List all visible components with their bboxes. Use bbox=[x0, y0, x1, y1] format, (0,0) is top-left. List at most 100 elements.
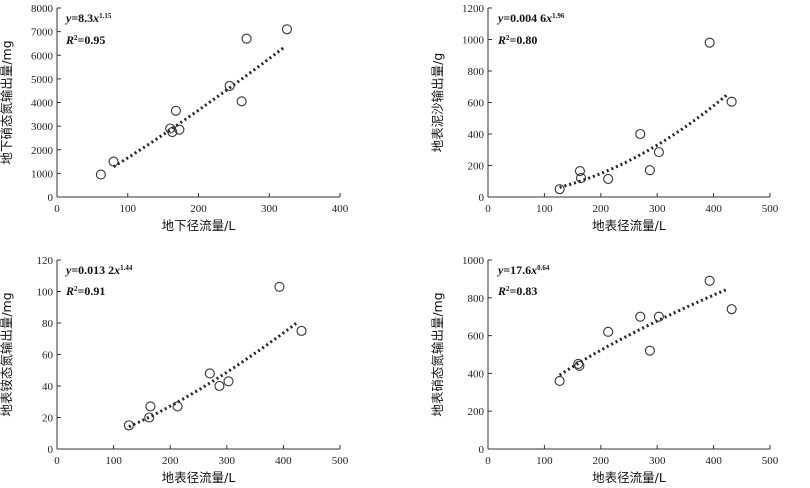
chart-panel-1: 0 100 200 300 400010002000300040005000600070… bbox=[0, 3, 349, 233]
trend-line bbox=[128, 321, 299, 429]
x-tick-label: 100 bbox=[536, 455, 553, 467]
y-axis-title: 地下硝态氮输出量/mg bbox=[0, 40, 14, 164]
data-point bbox=[204, 368, 215, 379]
data-point bbox=[644, 345, 655, 356]
data-point bbox=[554, 375, 565, 387]
data-point bbox=[603, 173, 614, 184]
chart-panel-4: 0 100 200 300 400 500 0 200 400 600 800 1000 y=17.6x… bbox=[430, 255, 779, 485]
y-tick-label: 400 bbox=[468, 129, 485, 141]
data-point bbox=[274, 281, 285, 292]
x-tick-label: 100 bbox=[120, 203, 137, 215]
y-tick-label: 600 bbox=[468, 98, 485, 110]
equation-label: y=0.004 6x1.96 bbox=[496, 11, 565, 25]
data-point bbox=[172, 401, 183, 412]
r-squared-label: R2=0.80 bbox=[497, 33, 537, 47]
y-tick-label: 5000 bbox=[31, 74, 54, 86]
data-point bbox=[214, 380, 225, 392]
x-tick-label: 400 bbox=[275, 455, 292, 467]
x-tick-label: 300 bbox=[649, 455, 666, 467]
x-tick-label: 300 bbox=[219, 455, 236, 467]
data-point bbox=[236, 96, 247, 107]
x-tick-label: 200 bbox=[190, 203, 207, 215]
y-tick-label: 1000 bbox=[462, 255, 485, 267]
x-axis-title: 地表径流量/L bbox=[592, 218, 666, 233]
y-tick-label: 1000 bbox=[462, 35, 485, 47]
y-axis-title: 地表硝态氮输出量/mg bbox=[430, 292, 445, 416]
y-tick-label: 60 bbox=[42, 350, 54, 362]
x-axis-title: 地表径流量/L bbox=[162, 470, 236, 485]
data-point bbox=[108, 156, 119, 167]
y-tick-label: 120 bbox=[37, 255, 54, 267]
x-tick-label: 0 bbox=[485, 203, 491, 215]
data-point bbox=[635, 311, 646, 322]
y-tick-label: 0 bbox=[479, 444, 485, 456]
r-squared-label: R2=0.95 bbox=[65, 33, 105, 47]
x-tick-label: 500 bbox=[332, 455, 349, 467]
y-tick-label: 2000 bbox=[31, 145, 54, 157]
data-point bbox=[573, 358, 584, 370]
x-tick-label: 300 bbox=[649, 203, 666, 215]
chart-panel-2: 0 100 200 300 400 500 0 200 400 600 800 1000 1200 y=0… bbox=[430, 3, 779, 233]
data-point bbox=[653, 147, 664, 158]
trend-line bbox=[112, 46, 285, 168]
y-axis-title: 地表铵态氮输出量/mg bbox=[0, 292, 14, 416]
x-tick-label: 0 bbox=[485, 455, 491, 467]
y-tick-label: 0 bbox=[48, 444, 54, 456]
data-point bbox=[241, 33, 252, 44]
x-tick-label: 200 bbox=[593, 203, 610, 215]
x-tick-label: 500 bbox=[762, 203, 779, 215]
equation-label: y=17.6x0.64 bbox=[496, 263, 550, 277]
y-tick-label: 7000 bbox=[31, 27, 54, 39]
x-tick-label: 200 bbox=[593, 455, 610, 467]
y-tick-label: 20 bbox=[42, 413, 54, 425]
data-point bbox=[170, 105, 181, 116]
x-tick-label: 400 bbox=[705, 203, 722, 215]
y-axis-title: 地表泥沙输出量/g bbox=[430, 53, 445, 153]
y-tick-label: 800 bbox=[468, 293, 485, 305]
y-tick-label: 200 bbox=[468, 406, 485, 418]
y-tick-label: 800 bbox=[468, 66, 485, 78]
x-tick-label: 400 bbox=[332, 203, 349, 215]
data-point bbox=[574, 360, 585, 371]
x-tick-label: 100 bbox=[536, 203, 553, 215]
y-tick-label: 4000 bbox=[31, 98, 54, 110]
y-tick-label: 40 bbox=[42, 381, 54, 393]
data-point bbox=[704, 37, 715, 48]
data-point bbox=[144, 412, 155, 423]
r-squared-label: R2=0.83 bbox=[497, 284, 537, 298]
data-point bbox=[165, 123, 176, 134]
x-tick-label: 0 bbox=[54, 203, 60, 215]
y-tick-label: 600 bbox=[468, 331, 485, 343]
data-point bbox=[635, 128, 646, 140]
r-squared-label: R2=0.91 bbox=[65, 284, 105, 298]
y-tick-label: 8000 bbox=[31, 3, 54, 15]
data-point bbox=[576, 173, 587, 184]
y-tick-label: 6000 bbox=[31, 50, 54, 62]
data-point bbox=[603, 326, 614, 337]
data-point bbox=[704, 275, 715, 286]
x-tick-label: 400 bbox=[705, 455, 722, 467]
trend-line bbox=[558, 287, 729, 377]
y-tick-label: 80 bbox=[42, 318, 54, 330]
x-tick-label: 0 bbox=[54, 455, 60, 467]
data-point bbox=[644, 165, 655, 176]
data-point bbox=[145, 401, 156, 412]
y-tick-label: 3000 bbox=[31, 121, 54, 133]
x-tick-label: 300 bbox=[261, 203, 278, 215]
y-tick-label: 0 bbox=[479, 192, 485, 204]
x-axis-title: 地下径流量/L bbox=[162, 218, 236, 233]
y-tick-label: 1200 bbox=[462, 3, 485, 15]
data-point bbox=[281, 24, 292, 35]
data-point bbox=[123, 420, 134, 431]
equation-label: y=0.013 2x1.44 bbox=[64, 263, 133, 277]
data-point bbox=[574, 165, 585, 177]
y-tick-label: 1000 bbox=[31, 168, 54, 180]
trend-line bbox=[559, 93, 729, 189]
data-point bbox=[726, 96, 737, 107]
data-point bbox=[726, 304, 737, 315]
data-point bbox=[554, 184, 565, 195]
y-tick-label: 200 bbox=[468, 161, 485, 173]
x-tick-label: 500 bbox=[762, 455, 779, 467]
x-tick-label: 100 bbox=[105, 455, 122, 467]
